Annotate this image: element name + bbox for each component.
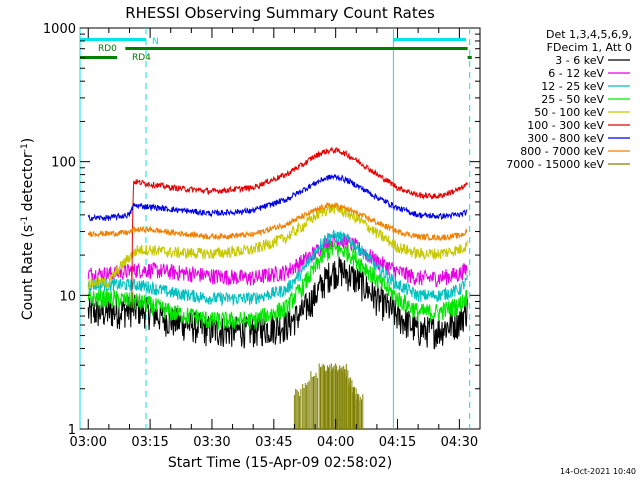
series-line-2 bbox=[87, 229, 468, 307]
x-tick-label: 04:00 bbox=[317, 435, 354, 450]
legend: Det 1,3,4,5,6,9,FDecim 1, Att 03 - 6 keV… bbox=[506, 28, 632, 171]
y-tick-label: 1 bbox=[68, 423, 76, 438]
y-tick-label: 1000 bbox=[43, 22, 76, 37]
x-tick-label: 04:15 bbox=[379, 435, 416, 450]
x-axis-label: Start Time (15-Apr-09 02:58:02) bbox=[168, 455, 392, 471]
series-line-6 bbox=[87, 173, 468, 222]
timestamp: 14-Oct-2021 10:40 bbox=[560, 467, 636, 476]
series-line-5 bbox=[131, 147, 468, 308]
legend-entry-label: 800 - 7000 keV bbox=[520, 145, 604, 158]
legend-entry-label: 6 - 12 keV bbox=[548, 67, 604, 80]
flag-label-rd0: RD0 bbox=[98, 44, 117, 54]
y-tick-label: 100 bbox=[51, 156, 76, 171]
y-tick-label: 10 bbox=[59, 289, 76, 304]
series-line-1 bbox=[87, 232, 468, 288]
legend-entry-label: 12 - 25 keV bbox=[541, 80, 604, 93]
legend-entry-label: 300 - 800 keV bbox=[527, 132, 604, 145]
series-7000-15000-mark bbox=[302, 380, 310, 429]
x-tick-label: 03:15 bbox=[131, 435, 168, 450]
series-line-7 bbox=[87, 201, 468, 242]
flag-bar-rd4 bbox=[80, 56, 118, 59]
x-tick-label: 03:45 bbox=[255, 435, 292, 450]
legend-entry-label: 7000 - 15000 keV bbox=[506, 158, 604, 171]
series-line-3 bbox=[87, 241, 468, 331]
legend-entry-label: 50 - 100 keV bbox=[534, 106, 604, 119]
series-7000-15000-mark bbox=[355, 394, 364, 429]
series-line-4 bbox=[87, 201, 468, 290]
x-tick-label: 04:30 bbox=[441, 435, 478, 450]
x-axis: 03:00 03:15 03:30 03:45 04:00 04:15 04:30 bbox=[70, 28, 481, 450]
flag-bar-rd4 bbox=[467, 56, 472, 59]
legend-entry-label: 25 - 50 keV bbox=[541, 93, 604, 106]
y-axis-label: Count Rate (s-1 detector-1) bbox=[20, 138, 36, 320]
legend-entry-label: 3 - 6 keV bbox=[555, 54, 604, 67]
flag-label-rd4: RD4 bbox=[132, 53, 151, 63]
x-tick-label: 03:00 bbox=[70, 435, 107, 450]
chart-title: RHESSI Observing Summary Count Rates bbox=[125, 4, 435, 22]
flag-bar-n bbox=[393, 38, 466, 41]
y-axis: 1 10 100 1000 bbox=[43, 22, 480, 438]
legend-entry-label: 100 - 300 keV bbox=[527, 119, 604, 132]
series-7000-15000-mark bbox=[293, 388, 302, 429]
flag-bars: N RD0 RD4 bbox=[80, 37, 472, 63]
series-lines bbox=[87, 147, 468, 429]
flag-bar-rd0 bbox=[125, 47, 468, 50]
legend-header: FDecim 1, Att 0 bbox=[547, 41, 632, 54]
flag-bar-n bbox=[80, 38, 146, 41]
series-7000-15000-mark bbox=[310, 371, 318, 429]
legend-header: Det 1,3,4,5,6,9, bbox=[546, 28, 632, 41]
flag-label-n: N bbox=[152, 37, 159, 47]
x-tick-label: 03:30 bbox=[193, 435, 230, 450]
